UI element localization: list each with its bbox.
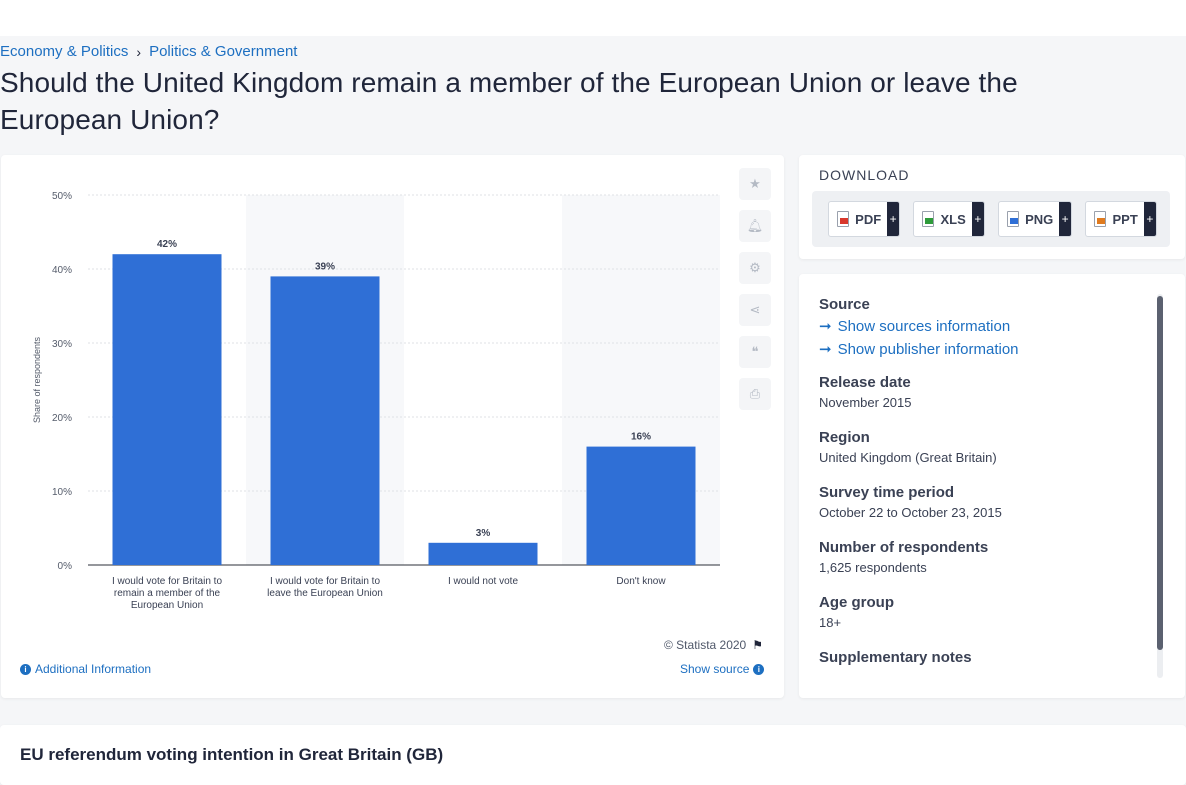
xls-file-icon: [922, 211, 934, 227]
chevron-right-icon: ›: [136, 44, 141, 60]
y-tick-label: 10%: [52, 487, 72, 498]
gear-icon[interactable]: ⚙: [739, 252, 771, 284]
bar: [587, 447, 696, 565]
x-tick-label: remain a member of the: [114, 588, 221, 599]
x-tick-label: I would vote for Britain to: [112, 576, 222, 587]
show-publisher-label: Show publisher information: [838, 341, 1019, 358]
data-label: 42%: [157, 239, 177, 250]
download-buttons: PDF + XLS + PNG + PPT +: [812, 191, 1170, 247]
plus-icon: +: [887, 201, 899, 237]
pdf-label: PDF: [855, 212, 881, 227]
survey-period-value: October 22 to October 23, 2015: [819, 505, 1149, 520]
breadcrumb-economy-politics[interactable]: Economy & Politics: [0, 43, 128, 60]
copyright-text: © Statista 2020: [664, 638, 746, 652]
y-tick-label: 20%: [52, 413, 72, 424]
download-png-button[interactable]: PNG +: [998, 201, 1072, 237]
plus-icon: +: [1144, 201, 1156, 237]
top-bar: [0, 0, 1186, 36]
show-publisher-link[interactable]: ➞ Show publisher information: [819, 340, 1149, 358]
respondents-heading: Number of respondents: [819, 539, 1149, 556]
data-label: 3%: [476, 528, 491, 539]
statistic-details: Source ➞ Show sources information ➞ Show…: [819, 296, 1149, 670]
related-statistic-title: EU referendum voting intention in Great …: [20, 745, 443, 765]
flag-icon[interactable]: ⚑: [752, 638, 763, 652]
copyright: © Statista 2020 ⚑: [664, 638, 763, 652]
additional-info-link[interactable]: i Additional Information: [20, 662, 151, 676]
data-label: 39%: [315, 261, 335, 272]
breadcrumb: Economy & Politics › Politics & Governme…: [0, 43, 297, 60]
bar-chart: 0% 10% 20% 30% 40% 50% Share of respondents 42%…: [20, 180, 740, 640]
download-xls-button[interactable]: XLS +: [913, 201, 985, 237]
info-icon: i: [753, 664, 764, 675]
survey-period-heading: Survey time period: [819, 484, 1149, 501]
show-source-link[interactable]: Show source i: [680, 662, 764, 676]
x-tick-label: Don't know: [616, 576, 666, 587]
x-tick-label: I would vote for Britain to: [270, 576, 380, 587]
chart-toolbar: ★ 🔔︎ ⚙ ⋖ ❝ ⎙: [739, 168, 771, 410]
region-value: United Kingdom (Great Britain): [819, 450, 1149, 465]
plus-icon: +: [1059, 201, 1071, 237]
bar: [429, 543, 538, 565]
age-group-heading: Age group: [819, 594, 1149, 611]
download-pdf-button[interactable]: PDF +: [828, 201, 900, 237]
arrow-right-icon: ➞: [819, 340, 832, 358]
respondents-value: 1,625 respondents: [819, 560, 1149, 575]
share-icon[interactable]: ⋖: [739, 294, 771, 326]
source-heading: Source: [819, 296, 1149, 313]
show-sources-label: Show sources information: [838, 318, 1011, 335]
star-icon[interactable]: ★: [739, 168, 771, 200]
data-label: 16%: [631, 432, 651, 443]
bar: [271, 276, 380, 565]
png-file-icon: [1007, 211, 1019, 227]
bar: [113, 254, 222, 565]
quote-icon[interactable]: ❝: [739, 336, 771, 368]
y-axis-label: Share of respondents: [32, 336, 42, 423]
show-source-label: Show source: [680, 662, 749, 676]
download-title: DOWNLOAD: [819, 167, 909, 183]
y-tick-label: 0%: [58, 561, 73, 572]
info-icon: i: [20, 664, 31, 675]
related-statistic-card: EU referendum voting intention in Great …: [0, 725, 1186, 785]
ppt-label: PPT: [1112, 212, 1137, 227]
x-tick-label: I would not vote: [448, 576, 518, 587]
release-date-heading: Release date: [819, 374, 1149, 391]
png-label: PNG: [1025, 212, 1053, 227]
supplementary-notes-heading: Supplementary notes: [819, 649, 1149, 666]
page-title: Should the United Kingdom remain a membe…: [0, 64, 1100, 138]
release-date-value: November 2015: [819, 395, 1149, 410]
xls-label: XLS: [940, 212, 965, 227]
y-tick-label: 30%: [52, 339, 72, 350]
ppt-file-icon: [1094, 211, 1106, 227]
pdf-file-icon: [837, 211, 849, 227]
show-sources-link[interactable]: ➞ Show sources information: [819, 317, 1149, 335]
y-tick-label: 40%: [52, 265, 72, 276]
x-tick-label: European Union: [131, 600, 203, 611]
bell-icon[interactable]: 🔔︎: [739, 210, 771, 242]
plus-icon: +: [972, 201, 984, 237]
age-group-value: 18+: [819, 615, 1149, 630]
download-ppt-button[interactable]: PPT +: [1085, 201, 1157, 237]
download-card: DOWNLOAD PDF + XLS + PNG + PPT +: [799, 155, 1185, 259]
arrow-right-icon: ➞: [819, 317, 832, 335]
breadcrumb-politics-government[interactable]: Politics & Government: [149, 43, 297, 60]
print-icon[interactable]: ⎙: [739, 378, 771, 410]
x-tick-label: leave the European Union: [267, 588, 383, 599]
details-scrollbar-thumb[interactable]: [1157, 296, 1163, 650]
region-heading: Region: [819, 429, 1149, 446]
additional-info-label: Additional Information: [35, 662, 151, 676]
statistic-details-card: Source ➞ Show sources information ➞ Show…: [799, 274, 1185, 698]
y-tick-label: 50%: [52, 191, 72, 202]
